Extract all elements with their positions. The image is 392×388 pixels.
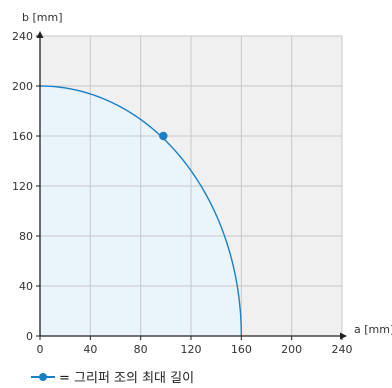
y-tick-label: 80 — [19, 230, 33, 243]
y-tick-label: 120 — [12, 180, 33, 193]
x-axis-arrow-icon — [340, 332, 347, 340]
y-tick-label: 200 — [12, 80, 33, 93]
data-point — [159, 131, 168, 141]
y-tick-label: 0 — [26, 330, 33, 343]
legend-marker-icon — [39, 373, 47, 381]
x-tick-label: 160 — [231, 343, 252, 356]
grid — [40, 35, 343, 336]
x-ticks: 0 40 80 120 160 200 240 — [37, 336, 353, 356]
y-axis-arrow-icon — [36, 31, 44, 38]
x-tick-label: 80 — [134, 343, 148, 356]
x-axis-label: a [mm] — [354, 323, 392, 336]
y-tick-label: 160 — [12, 130, 33, 143]
y-axis-label: b [mm] — [22, 11, 63, 24]
legend: = 그리퍼 조의 최대 길이 — [31, 371, 194, 386]
x-tick-label: 120 — [181, 343, 202, 356]
curve-line — [39, 85, 243, 337]
y-tick-label: 240 — [12, 30, 33, 43]
y-tick-label: 40 — [19, 280, 33, 293]
x-tick-label: 0 — [37, 343, 44, 356]
legend-label: = 그리퍼 조의 최대 길이 — [59, 371, 194, 386]
x-tick-label: 240 — [332, 343, 353, 356]
y-ticks: 0 40 80 120 160 200 240 — [12, 30, 40, 343]
x-tick-label: 40 — [83, 343, 97, 356]
x-tick-label: 200 — [281, 343, 302, 356]
